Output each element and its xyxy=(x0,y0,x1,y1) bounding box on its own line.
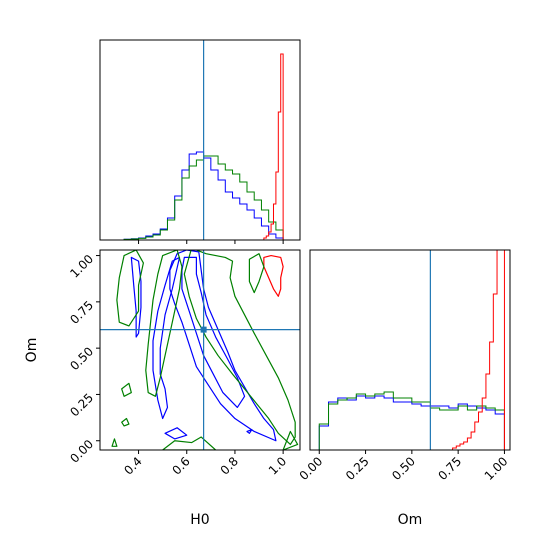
om-tick-label: 0.00 xyxy=(67,437,96,466)
om-hist-tick-label: 0.50 xyxy=(389,454,418,483)
contour-green-5 xyxy=(121,417,130,427)
om-tick-label: 0.25 xyxy=(67,391,96,420)
contour-green-0 xyxy=(183,250,296,446)
om-left-axis-label: Om xyxy=(24,338,40,363)
om-histogram-panel: 0.00 0.25 0.50 0.75 1.00 xyxy=(297,249,511,483)
joint-contour-panel: 0.4 0.6 0.8 1.0 0.00 0.25 0.50 0.75 1.00 xyxy=(67,249,301,478)
om-series-green xyxy=(318,391,505,450)
contour-green-7 xyxy=(162,436,217,450)
om-hist-tick-label: 0.00 xyxy=(297,454,326,483)
h0-tick-label: 0.8 xyxy=(218,454,241,477)
contour-green-2 xyxy=(116,250,144,327)
contour-blue-2 xyxy=(152,256,181,420)
om-series-red xyxy=(452,250,505,450)
om-series-group xyxy=(318,250,505,450)
om-hist-tick-label: 1.00 xyxy=(482,454,511,483)
contour-green-6 xyxy=(111,438,118,447)
contour-red-0 xyxy=(263,254,284,297)
h0-series-red xyxy=(263,53,284,240)
contour-green-4 xyxy=(121,382,132,397)
joint-truth-marker xyxy=(200,326,207,333)
contour-blue-4 xyxy=(164,427,188,440)
om-tick-label: 0.75 xyxy=(67,298,96,327)
om-bottom-axis-label: Om xyxy=(398,512,423,528)
contour-green-3 xyxy=(248,253,265,294)
om-tick-label: 0.50 xyxy=(67,344,96,373)
om-hist-tick-label: 0.25 xyxy=(343,454,372,483)
contour-green-1 xyxy=(145,250,183,397)
contour-blue-1 xyxy=(181,256,246,409)
om-frame xyxy=(309,249,511,451)
om-hist-tick-label: 0.75 xyxy=(435,454,464,483)
contour-green-8 xyxy=(282,430,299,450)
h0-tick-label: 0.6 xyxy=(169,454,192,477)
joint-contour-group xyxy=(111,250,299,450)
joint-frame xyxy=(99,249,301,451)
h0-tick-label: 1.0 xyxy=(266,454,289,477)
om-series-blue xyxy=(318,395,505,450)
h0-axis-label: H0 xyxy=(190,512,209,528)
h0-frame xyxy=(99,39,301,241)
om-tick-label: 1.00 xyxy=(67,252,96,281)
h0-histogram-panel xyxy=(99,39,301,244)
contour-blue-5 xyxy=(246,429,253,434)
h0-tick-label: 0.4 xyxy=(121,454,144,477)
contour-blue-3 xyxy=(130,256,142,338)
